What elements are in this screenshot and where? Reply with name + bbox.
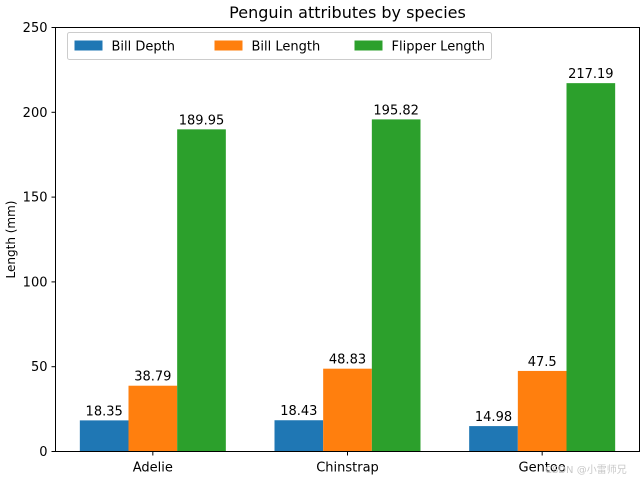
bar <box>323 368 372 452</box>
bar-value-label: 48.83 <box>329 353 366 368</box>
x-axis: Adelie Chinstrap Gentoo <box>133 451 566 476</box>
bar-value-label: 18.35 <box>86 404 123 419</box>
legend-label: Bill Depth <box>112 40 175 55</box>
y-tick-label: 200 <box>23 106 48 121</box>
bar <box>371 119 421 452</box>
bar-value-label: 14.98 <box>475 410 512 425</box>
bar <box>517 370 567 452</box>
bar-value-label: 195.82 <box>373 103 419 118</box>
legend-label: Bill Length <box>252 40 321 55</box>
x-tick-label: Gentoo <box>519 461 566 476</box>
legend-swatch <box>214 40 243 51</box>
y-axis-label: Length (mm) <box>4 201 18 279</box>
bar <box>469 426 518 452</box>
y-tick-label: 0 <box>39 445 47 460</box>
legend-box <box>67 32 492 60</box>
bar <box>274 420 324 452</box>
y-axis: 0 50 100 150 200 250 <box>23 21 56 460</box>
chart-title: Penguin attributes by species <box>229 3 466 22</box>
bar-value-label: 189.95 <box>179 113 225 128</box>
legend-swatch <box>354 40 383 51</box>
bar-group <box>79 83 616 452</box>
bar <box>566 83 616 452</box>
bar <box>177 129 226 452</box>
watermark: CSDN @小雷师兄 <box>545 465 627 476</box>
y-tick-label: 100 <box>23 275 48 290</box>
bar <box>128 385 178 452</box>
y-tick-label: 50 <box>31 360 48 375</box>
bar-value-label: 38.79 <box>134 370 171 385</box>
bar-label-group: 18.35 18.43 14.98 38.79 48.83 47.5 189.95 195.8… <box>86 67 614 425</box>
y-tick-label: 150 <box>23 191 48 206</box>
legend-label: Flipper Length <box>392 40 486 55</box>
bar-value-label: 47.5 <box>528 355 557 370</box>
legend-swatch <box>74 40 103 51</box>
bar-value-label: 18.43 <box>280 404 317 419</box>
x-tick-label: Adelie <box>133 461 173 476</box>
legend: Bill Depth Bill Length Flipper Length <box>67 32 492 60</box>
bar-value-label: 217.19 <box>568 67 614 82</box>
x-tick-label: Chinstrap <box>316 461 379 476</box>
bar <box>79 420 129 452</box>
y-tick-label: 250 <box>23 21 48 36</box>
